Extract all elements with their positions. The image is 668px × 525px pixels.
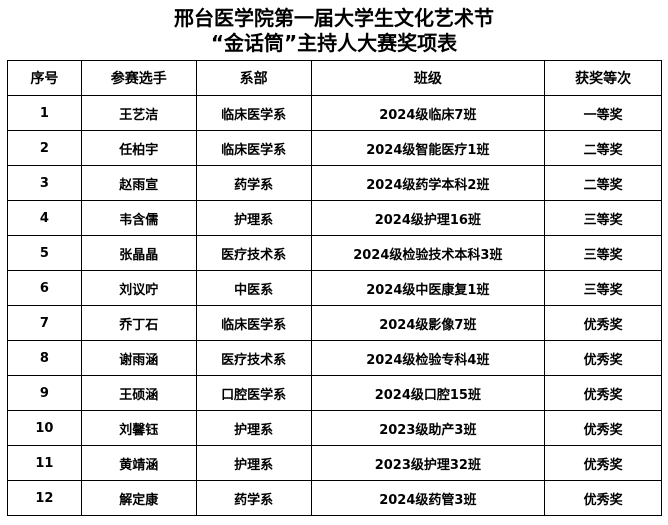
cell-award: 三等奖 <box>544 200 662 236</box>
cell-award: 优秀奖 <box>544 480 662 516</box>
cell-class: 2024级检验技术本科3班 <box>310 235 546 271</box>
cell-department: 护理系 <box>195 410 312 446</box>
cell-contestant: 黄靖涵 <box>80 445 197 481</box>
cell-award: 优秀奖 <box>544 410 662 446</box>
cell-award: 三等奖 <box>544 270 662 306</box>
cell-number: 9 <box>7 375 82 411</box>
table-row: 8 谢雨涵 医疗技术系 2024级检验专科4班 优秀奖 <box>7 340 662 376</box>
cell-award: 三等奖 <box>544 235 662 271</box>
cell-number: 8 <box>7 340 82 376</box>
cell-contestant: 乔丁石 <box>80 305 197 341</box>
cell-contestant: 刘议咛 <box>80 270 197 306</box>
cell-class: 2023级助产3班 <box>310 410 546 446</box>
table-row: 11 黄靖涵 护理系 2023级护理32班 优秀奖 <box>7 445 662 481</box>
cell-contestant: 谢雨涵 <box>80 340 197 376</box>
cell-number: 4 <box>7 200 82 236</box>
cell-number: 10 <box>7 410 82 446</box>
cell-contestant: 刘馨钰 <box>80 410 197 446</box>
header-number: 序号 <box>7 60 82 96</box>
cell-number: 7 <box>7 305 82 341</box>
cell-department: 护理系 <box>195 445 312 481</box>
table-row: 2 任柏宇 临床医学系 2024级智能医疗1班 二等奖 <box>7 130 662 166</box>
cell-class: 2024级影像7班 <box>310 305 546 341</box>
cell-contestant: 张晶晶 <box>80 235 197 271</box>
cell-contestant: 王艺洁 <box>80 95 197 131</box>
cell-department: 护理系 <box>195 200 312 236</box>
header-award: 获奖等次 <box>544 60 662 96</box>
cell-department: 药学系 <box>195 165 312 201</box>
table-row: 6 刘议咛 中医系 2024级中医康复1班 三等奖 <box>7 270 662 306</box>
cell-number: 1 <box>7 95 82 131</box>
cell-number: 12 <box>7 480 82 516</box>
awards-table: 序号 参赛选手 系部 班级 获奖等次 1 王艺洁 临床医学系 2024级临床7班 一等奖… <box>7 60 662 516</box>
table-row: 12 解定康 药学系 2024级药管3班 优秀奖 <box>7 480 662 516</box>
title-line-2: “金话筒”主持人大赛奖项表 <box>210 31 458 55</box>
cell-department: 口腔医学系 <box>195 375 312 411</box>
cell-contestant: 赵雨宣 <box>80 165 197 201</box>
cell-class: 2024级检验专科4班 <box>310 340 546 376</box>
cell-contestant: 解定康 <box>80 480 197 516</box>
table-row: 10 刘馨钰 护理系 2023级助产3班 优秀奖 <box>7 410 662 446</box>
cell-class: 2023级护理32班 <box>310 445 546 481</box>
cell-number: 2 <box>7 130 82 166</box>
cell-class: 2024级药学本科2班 <box>310 165 546 201</box>
header-contestant: 参赛选手 <box>80 60 197 96</box>
cell-award: 二等奖 <box>544 130 662 166</box>
cell-number: 11 <box>7 445 82 481</box>
table-row: 7 乔丁石 临床医学系 2024级影像7班 优秀奖 <box>7 305 662 341</box>
cell-number: 3 <box>7 165 82 201</box>
cell-department: 临床医学系 <box>195 130 312 166</box>
header-row: 序号 参赛选手 系部 班级 获奖等次 <box>7 60 662 96</box>
table-row: 1 王艺洁 临床医学系 2024级临床7班 一等奖 <box>7 95 662 131</box>
cell-department: 临床医学系 <box>195 95 312 131</box>
cell-class: 2024级药管3班 <box>310 480 546 516</box>
cell-class: 2024级护理16班 <box>310 200 546 236</box>
cell-class: 2024级口腔15班 <box>310 375 546 411</box>
cell-class: 2024级智能医疗1班 <box>310 130 546 166</box>
cell-department: 中医系 <box>195 270 312 306</box>
cell-number: 6 <box>7 270 82 306</box>
cell-award: 一等奖 <box>544 95 662 131</box>
header-department: 系部 <box>195 60 312 96</box>
header-class: 班级 <box>310 60 546 96</box>
cell-award: 优秀奖 <box>544 375 662 411</box>
cell-department: 药学系 <box>195 480 312 516</box>
cell-contestant: 韦含儒 <box>80 200 197 236</box>
cell-department: 临床医学系 <box>195 305 312 341</box>
table-row: 9 王硕涵 口腔医学系 2024级口腔15班 优秀奖 <box>7 375 662 411</box>
cell-department: 医疗技术系 <box>195 235 312 271</box>
cell-contestant: 王硕涵 <box>80 375 197 411</box>
cell-award: 优秀奖 <box>544 340 662 376</box>
document-title: 邢台医学院第一届大学生文化艺术节 “金话筒”主持人大赛奖项表 <box>0 6 668 56</box>
cell-contestant: 任柏宇 <box>80 130 197 166</box>
table-row: 3 赵雨宣 药学系 2024级药学本科2班 二等奖 <box>7 165 662 201</box>
cell-number: 5 <box>7 235 82 271</box>
cell-award: 优秀奖 <box>544 305 662 341</box>
cell-class: 2024级中医康复1班 <box>310 270 546 306</box>
cell-department: 医疗技术系 <box>195 340 312 376</box>
title-line-1: 邢台医学院第一届大学生文化艺术节 <box>174 6 494 30</box>
table-row: 4 韦含儒 护理系 2024级护理16班 三等奖 <box>7 200 662 236</box>
cell-class: 2024级临床7班 <box>310 95 546 131</box>
cell-award: 优秀奖 <box>544 445 662 481</box>
cell-award: 二等奖 <box>544 165 662 201</box>
table-row: 5 张晶晶 医疗技术系 2024级检验技术本科3班 三等奖 <box>7 235 662 271</box>
